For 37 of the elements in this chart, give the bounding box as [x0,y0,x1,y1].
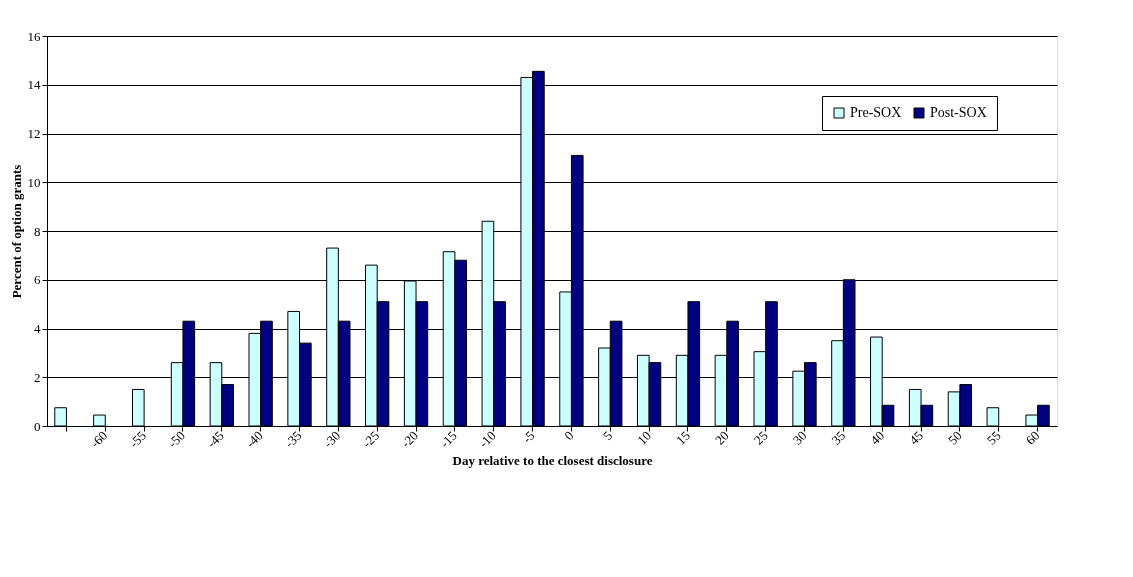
x-tick-label: 50 [945,427,965,448]
x-tick-label: -60 [87,427,111,451]
x-tick-label: -15 [436,427,460,451]
x-tick-label: 20 [711,427,732,448]
y-tick-label: 6 [34,272,41,288]
y-tick-label: 14 [27,77,41,93]
x-tick-label: 0 [561,427,577,444]
x-tick-label: -55 [126,427,150,451]
x-tick-label: -25 [359,427,383,451]
y-tick-label: 16 [27,28,41,44]
x-axis-title: Day relative to the closest disclosure [452,452,653,468]
x-tick-label: -35 [281,427,305,451]
x-tick-label: 30 [789,427,810,448]
x-tick-label: -45 [203,427,227,451]
y-tick-label: 12 [27,126,41,141]
y-tick-label: 2 [34,369,41,385]
y-axis-title: Percent of option grants [8,164,24,299]
y-tick-label: 4 [34,321,41,336]
x-tick-label: -5 [519,427,538,447]
x-tick-label: -20 [398,427,421,451]
x-tick-label: 40 [867,427,888,448]
legend-label: Pre-SOX [850,105,902,120]
x-tick-label: 35 [828,427,849,448]
legend-label: Post-SOX [930,105,987,120]
x-tick-label: 15 [673,427,693,448]
y-tick-label: 8 [34,223,41,239]
x-tick-label: -40 [242,427,266,451]
y-tick-label: 10 [27,174,41,190]
x-tick-label: 45 [906,427,926,448]
x-tick-label: 25 [750,427,771,448]
x-tick-label: 60 [1022,427,1043,448]
x-tick-label: -50 [165,427,188,451]
x-tick-label: 55 [983,427,1004,448]
x-tick-label: -10 [475,427,499,451]
x-tick-label: 10 [634,427,655,448]
x-tick-label: -30 [320,427,344,451]
x-tick-label: 5 [600,427,616,444]
